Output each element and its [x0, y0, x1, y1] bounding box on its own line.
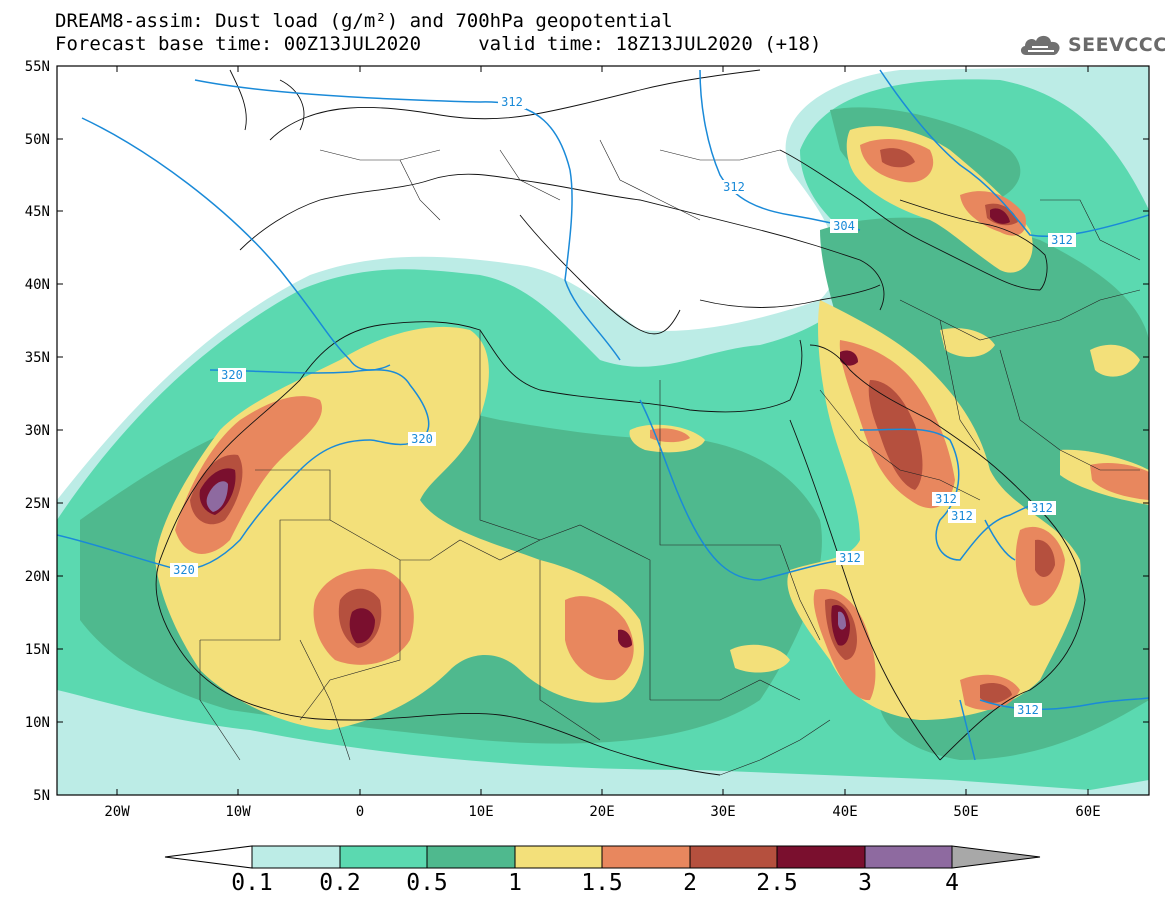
lon-label: 40E — [832, 804, 857, 820]
contour-label: 320 — [173, 563, 195, 577]
lat-label: 40N — [25, 277, 50, 293]
seevccc-logo: SEEVCCC — [1018, 30, 1165, 60]
colorbar-tick: 0.5 — [406, 870, 448, 896]
contour-label: 304 — [833, 219, 855, 233]
lat-label: 10N — [25, 715, 50, 731]
colorbar-tick: 3 — [858, 870, 872, 896]
lon-label: 10E — [468, 804, 493, 820]
lon-label: 30E — [710, 804, 735, 820]
lon-label: 0 — [356, 804, 364, 820]
cloud-icon — [1020, 35, 1060, 55]
lon-label: 50E — [953, 804, 978, 820]
contour-label: 312 — [1051, 233, 1073, 247]
contour-label: 312 — [839, 551, 861, 565]
colorbar-cell — [776, 845, 866, 869]
contour-label: 312 — [501, 95, 523, 109]
colorbar-cell-below — [164, 845, 253, 869]
lat-label: 5N — [33, 788, 50, 804]
contour-label: 312 — [723, 180, 745, 194]
colorbar-cell — [251, 845, 341, 869]
contour-label: 312 — [1031, 501, 1053, 515]
colorbar-cell — [339, 845, 428, 869]
lat-label: 35N — [25, 350, 50, 366]
map-subtitle: Forecast base time: 00Z13JUL2020 valid t… — [55, 33, 822, 55]
lon-label: 60E — [1075, 804, 1100, 820]
colorbar-tick: 2 — [683, 870, 697, 896]
contour-labels: 312 320 320 320 312 304 312 312 312 312 … — [170, 95, 1076, 717]
lon-label: 20W — [104, 804, 130, 820]
colorbar-tick: 1 — [508, 870, 522, 896]
colorbar-cell — [601, 845, 691, 869]
colorbar-cell — [514, 845, 603, 869]
lat-label: 55N — [25, 59, 50, 75]
lat-label: 50N — [25, 132, 50, 148]
colorbar-cell — [864, 845, 953, 869]
colorbar-cell — [689, 845, 778, 869]
map-title: DREAM8-assim: Dust load (g/m²) and 700hP… — [55, 10, 673, 32]
lat-label: 20N — [25, 569, 50, 585]
contour-label: 320 — [411, 432, 433, 446]
logo-text: SEEVCCC — [1068, 34, 1165, 56]
latitude-labels: 55N 50N 45N 40N 35N 30N 25N 20N 15N 10N … — [25, 59, 50, 804]
longitude-labels: 20W 10W 0 10E 20E 30E 40E 50E 60E — [104, 804, 1100, 820]
colorbar-cell-above — [951, 845, 1041, 869]
lat-label: 30N — [25, 423, 50, 439]
lon-label: 10W — [225, 804, 251, 820]
colorbar-tick: 2.5 — [756, 870, 798, 896]
contour-label: 312 — [1017, 703, 1039, 717]
lat-label: 25N — [25, 496, 50, 512]
contour-label: 312 — [935, 492, 957, 506]
lon-label: 20E — [589, 804, 614, 820]
lat-label: 15N — [25, 642, 50, 658]
contour-label: 312 — [951, 509, 973, 523]
contour-label: 320 — [221, 368, 243, 382]
dust-field — [57, 66, 1149, 795]
colorbar-tick: 1.5 — [581, 870, 623, 896]
lat-label: 45N — [25, 204, 50, 220]
colorbar — [164, 845, 1041, 869]
colorbar-tick: 0.1 — [231, 870, 273, 896]
colorbar-cell — [426, 845, 516, 869]
colorbar-tick: 0.2 — [319, 870, 361, 896]
colorbar-tick: 4 — [945, 870, 959, 896]
